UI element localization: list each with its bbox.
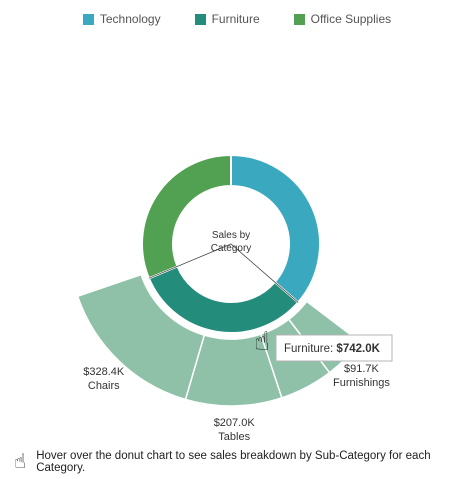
selection-wedge-lines xyxy=(148,243,299,303)
tooltip-box xyxy=(275,334,393,362)
outer-slice-chairs[interactable] xyxy=(76,273,206,401)
donut-slice-technology[interactable] xyxy=(230,153,321,304)
hand-pointer-icon: ☝ xyxy=(14,451,27,473)
legend-item-furniture[interactable]: Furniture xyxy=(194,12,260,26)
chart-legend: Technology Furniture Office Supplies xyxy=(0,12,474,26)
footer-note: ☝ Hover over the donut chart to see sale… xyxy=(14,450,474,474)
hand-cursor-icon: ☝ xyxy=(254,326,270,356)
legend-label-furniture: Furniture xyxy=(211,12,260,26)
outer-category-label-tables: Tables xyxy=(218,431,250,443)
legend-label-office-supplies: Office Supplies xyxy=(310,12,392,26)
center-label-line-2: Category xyxy=(211,243,252,254)
outer-category-label-chairs: Chairs xyxy=(88,380,120,392)
legend-item-office-supplies[interactable]: Office Supplies xyxy=(293,12,392,26)
outer-slice-tables[interactable] xyxy=(184,333,283,407)
legend-swatch-furniture xyxy=(194,13,206,25)
donut-slice-office-supplies[interactable] xyxy=(141,153,232,280)
legend-swatch-technology xyxy=(82,13,94,25)
outer-category-label-furnishings: Furnishings xyxy=(333,377,390,389)
tooltip-label: Furniture: xyxy=(284,343,336,355)
tooltip-text: Furniture: $742.0K xyxy=(284,343,381,355)
legend-item-technology[interactable]: Technology xyxy=(82,12,161,26)
outer-value-label-chairs: $328.4K xyxy=(83,366,125,378)
outer-value-label-furnishings: $91.7K xyxy=(344,363,380,375)
tooltip-value: $742.0K xyxy=(336,343,380,355)
center-label-line-1: Sales by xyxy=(212,230,250,241)
legend-swatch-office-supplies xyxy=(293,13,305,25)
footer-text: Hover over the donut chart to see sales … xyxy=(36,450,431,474)
outer-value-label-tables: $207.0K xyxy=(214,417,256,429)
legend-label-technology: Technology xyxy=(99,12,161,26)
